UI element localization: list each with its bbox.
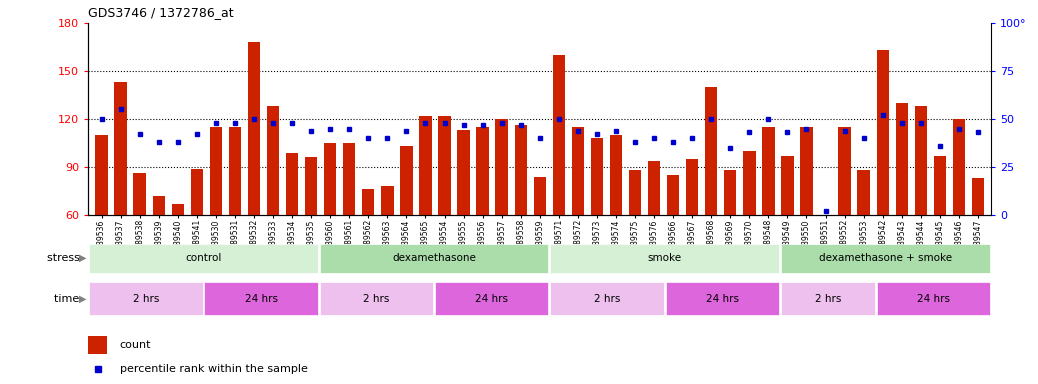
Bar <box>210 127 222 215</box>
Bar <box>609 135 622 215</box>
Bar <box>191 169 203 215</box>
Bar <box>572 127 584 215</box>
Bar <box>458 130 470 215</box>
Bar <box>705 87 717 215</box>
Bar <box>320 282 433 315</box>
Bar <box>591 138 603 215</box>
Text: percentile rank within the sample: percentile rank within the sample <box>119 364 307 374</box>
Bar <box>476 127 489 215</box>
Bar <box>839 127 851 215</box>
Bar <box>89 282 202 315</box>
Text: smoke: smoke <box>648 253 682 263</box>
Bar <box>95 135 108 215</box>
Bar <box>896 103 908 215</box>
Bar <box>800 127 813 215</box>
Text: 2 hrs: 2 hrs <box>594 293 620 304</box>
Bar <box>877 282 990 315</box>
Bar <box>362 189 375 215</box>
Bar <box>267 106 279 215</box>
Bar <box>438 116 450 215</box>
Bar <box>725 170 737 215</box>
Bar <box>648 161 660 215</box>
Bar <box>953 119 965 215</box>
Text: 2 hrs: 2 hrs <box>363 293 389 304</box>
Bar <box>933 156 946 215</box>
Text: dexamethasone: dexamethasone <box>392 253 476 263</box>
Bar <box>743 151 756 215</box>
Bar <box>629 170 641 215</box>
Bar <box>305 157 318 215</box>
Bar <box>343 143 355 215</box>
Text: ▶: ▶ <box>79 253 86 263</box>
Bar <box>782 156 794 215</box>
Text: dexamethasone + smoke: dexamethasone + smoke <box>819 253 952 263</box>
Bar <box>228 127 241 215</box>
Text: 24 hrs: 24 hrs <box>918 293 950 304</box>
Bar <box>819 215 831 306</box>
Text: GDS3746 / 1372786_at: GDS3746 / 1372786_at <box>88 6 234 19</box>
Bar <box>781 282 875 315</box>
Bar <box>134 174 146 215</box>
Text: count: count <box>119 340 152 350</box>
Bar <box>781 243 990 273</box>
Bar <box>686 159 699 215</box>
Bar <box>320 243 548 273</box>
Bar <box>324 143 336 215</box>
Bar <box>495 119 508 215</box>
Bar <box>550 282 663 315</box>
Bar <box>876 50 889 215</box>
Bar <box>381 186 393 215</box>
Text: 24 hrs: 24 hrs <box>245 293 277 304</box>
Text: time: time <box>54 293 83 304</box>
Text: 2 hrs: 2 hrs <box>815 293 841 304</box>
Bar <box>248 42 261 215</box>
Text: 24 hrs: 24 hrs <box>475 293 509 304</box>
Bar <box>419 116 432 215</box>
Bar <box>435 282 548 315</box>
Bar <box>667 175 679 215</box>
Text: 2 hrs: 2 hrs <box>133 293 159 304</box>
Bar <box>89 243 318 273</box>
Bar <box>857 170 870 215</box>
Bar <box>153 196 165 215</box>
Bar <box>171 204 184 215</box>
Bar <box>114 82 127 215</box>
Bar <box>88 336 107 354</box>
Bar <box>972 178 984 215</box>
Text: 24 hrs: 24 hrs <box>706 293 739 304</box>
Text: ▶: ▶ <box>79 293 86 304</box>
Bar <box>204 282 318 315</box>
Bar <box>401 146 412 215</box>
Bar <box>550 243 778 273</box>
Bar <box>515 126 527 215</box>
Text: stress: stress <box>47 253 83 263</box>
Bar <box>665 282 778 315</box>
Text: control: control <box>186 253 222 263</box>
Bar <box>534 177 546 215</box>
Bar <box>914 106 927 215</box>
Bar <box>285 153 298 215</box>
Bar <box>552 55 565 215</box>
Bar <box>762 127 774 215</box>
